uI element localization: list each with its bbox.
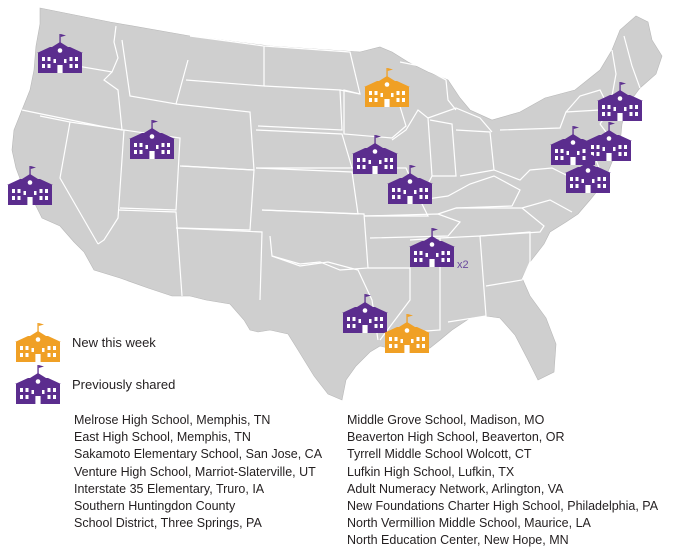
school-name: East High School, Memphis, TN <box>74 430 251 445</box>
legend-new: New this week <box>14 322 156 362</box>
school-name: Middle Grove School, Madison, MO <box>347 413 545 427</box>
school-name: North Education Center, New Hope, MN <box>347 533 569 548</box>
school-name: North Vermillion Middle School, Maurice,… <box>347 516 591 531</box>
school-list-right: Middle Grove School, Madison, MO Beavert… <box>347 412 658 550</box>
school-name: New Foundations Charter High School, Phi… <box>347 499 659 514</box>
legend-new-label: New this week <box>72 334 156 350</box>
school-name: Sakamoto Elementary School, San Jose, CA <box>74 447 323 462</box>
school-name: Tyrrell Middle School Wolcott, CT <box>347 447 532 462</box>
school-name: Venture High School, Marriot-Slaterville… <box>74 464 316 479</box>
school-name: School District, Three Springs, PA <box>74 516 262 531</box>
school-name: Lufkin High School, Lufkin, TX <box>347 464 515 479</box>
new-school-icon <box>15 323 61 362</box>
legend-previous-label: Previously shared <box>72 376 176 392</box>
school-name: Adult Numeracy Network, Arlington, VA <box>347 481 564 496</box>
school-name: Melrose High School, Memphis, TN <box>74 413 271 427</box>
us-landmass <box>11 7 663 401</box>
school-name: Interstate 35 Elementary, Truro, IA <box>74 481 265 496</box>
previous-school-icon <box>15 365 61 404</box>
us-map <box>7 7 663 401</box>
school-name: Beaverton High School, Beaverton, OR <box>347 430 565 445</box>
school-list-left: Melrose High School, Memphis, TN East Hi… <box>74 412 322 532</box>
memphis-count-badge: x2 <box>457 259 469 271</box>
legend-previous: Previously shared <box>14 364 175 404</box>
school-name: Southern Huntingdon County <box>74 499 236 514</box>
